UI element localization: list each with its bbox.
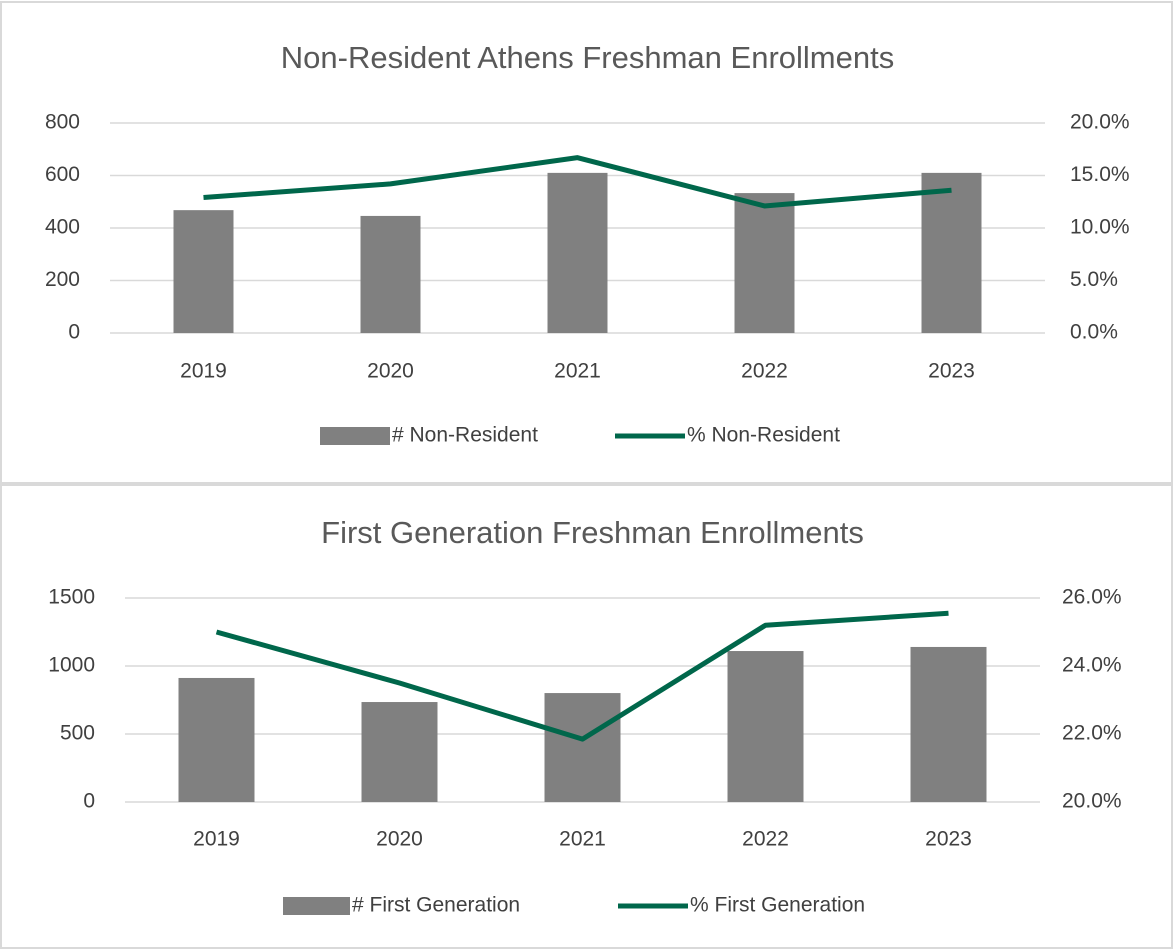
y2-tick-label: 22.0% (1062, 722, 1122, 745)
legend-swatch (320, 427, 390, 445)
y-tick-label: 800 (45, 111, 80, 134)
legend-label: # Non-Resident (392, 424, 538, 447)
legend-label: % Non-Resident (687, 424, 840, 447)
y2-tick-label: 20.0% (1062, 790, 1122, 813)
x-tick-label: 2020 (376, 828, 423, 851)
y2-tick-label: 15.0% (1070, 163, 1130, 186)
y2-tick-label: 0.0% (1070, 321, 1118, 344)
y-tick-label: 200 (45, 268, 80, 291)
x-tick-label: 2019 (180, 360, 227, 383)
x-tick-label: 2022 (741, 360, 788, 383)
legend-label: # First Generation (352, 894, 520, 917)
chart-title: First Generation Freshman Enrollments (321, 515, 864, 550)
x-tick-label: 2021 (559, 828, 606, 851)
bar (360, 215, 421, 333)
x-tick-label: 2019 (193, 828, 240, 851)
legend-label: % First Generation (690, 894, 865, 917)
legend-swatch (283, 897, 350, 915)
y2-tick-label: 24.0% (1062, 654, 1122, 677)
x-tick-label: 2021 (554, 360, 601, 383)
y-tick-label: 0 (83, 790, 95, 813)
y-tick-label: 500 (60, 722, 95, 745)
y-tick-label: 0 (68, 321, 80, 344)
bar (173, 210, 234, 333)
y-tick-label: 600 (45, 163, 80, 186)
x-tick-label: 2023 (928, 360, 975, 383)
x-tick-label: 2022 (742, 828, 789, 851)
bar (178, 677, 255, 802)
y2-tick-label: 5.0% (1070, 268, 1118, 291)
bar (734, 193, 795, 333)
x-tick-label: 2020 (367, 360, 414, 383)
line-series (215, 610, 949, 742)
y-tick-label: 400 (45, 216, 80, 239)
x-tick-label: 2023 (925, 828, 972, 851)
y2-tick-label: 10.0% (1070, 216, 1130, 239)
bar (544, 693, 621, 802)
bar (921, 172, 982, 333)
y2-tick-label: 20.0% (1070, 111, 1130, 134)
y2-tick-label: 26.0% (1062, 586, 1122, 609)
line-series (203, 155, 952, 209)
bar (910, 646, 987, 802)
chart-title: Non-Resident Athens Freshman Enrollments (281, 40, 894, 75)
y-tick-label: 1000 (48, 654, 95, 677)
bar (727, 651, 804, 802)
bar (361, 702, 438, 802)
bar (547, 172, 608, 333)
y-tick-label: 1500 (48, 586, 95, 609)
